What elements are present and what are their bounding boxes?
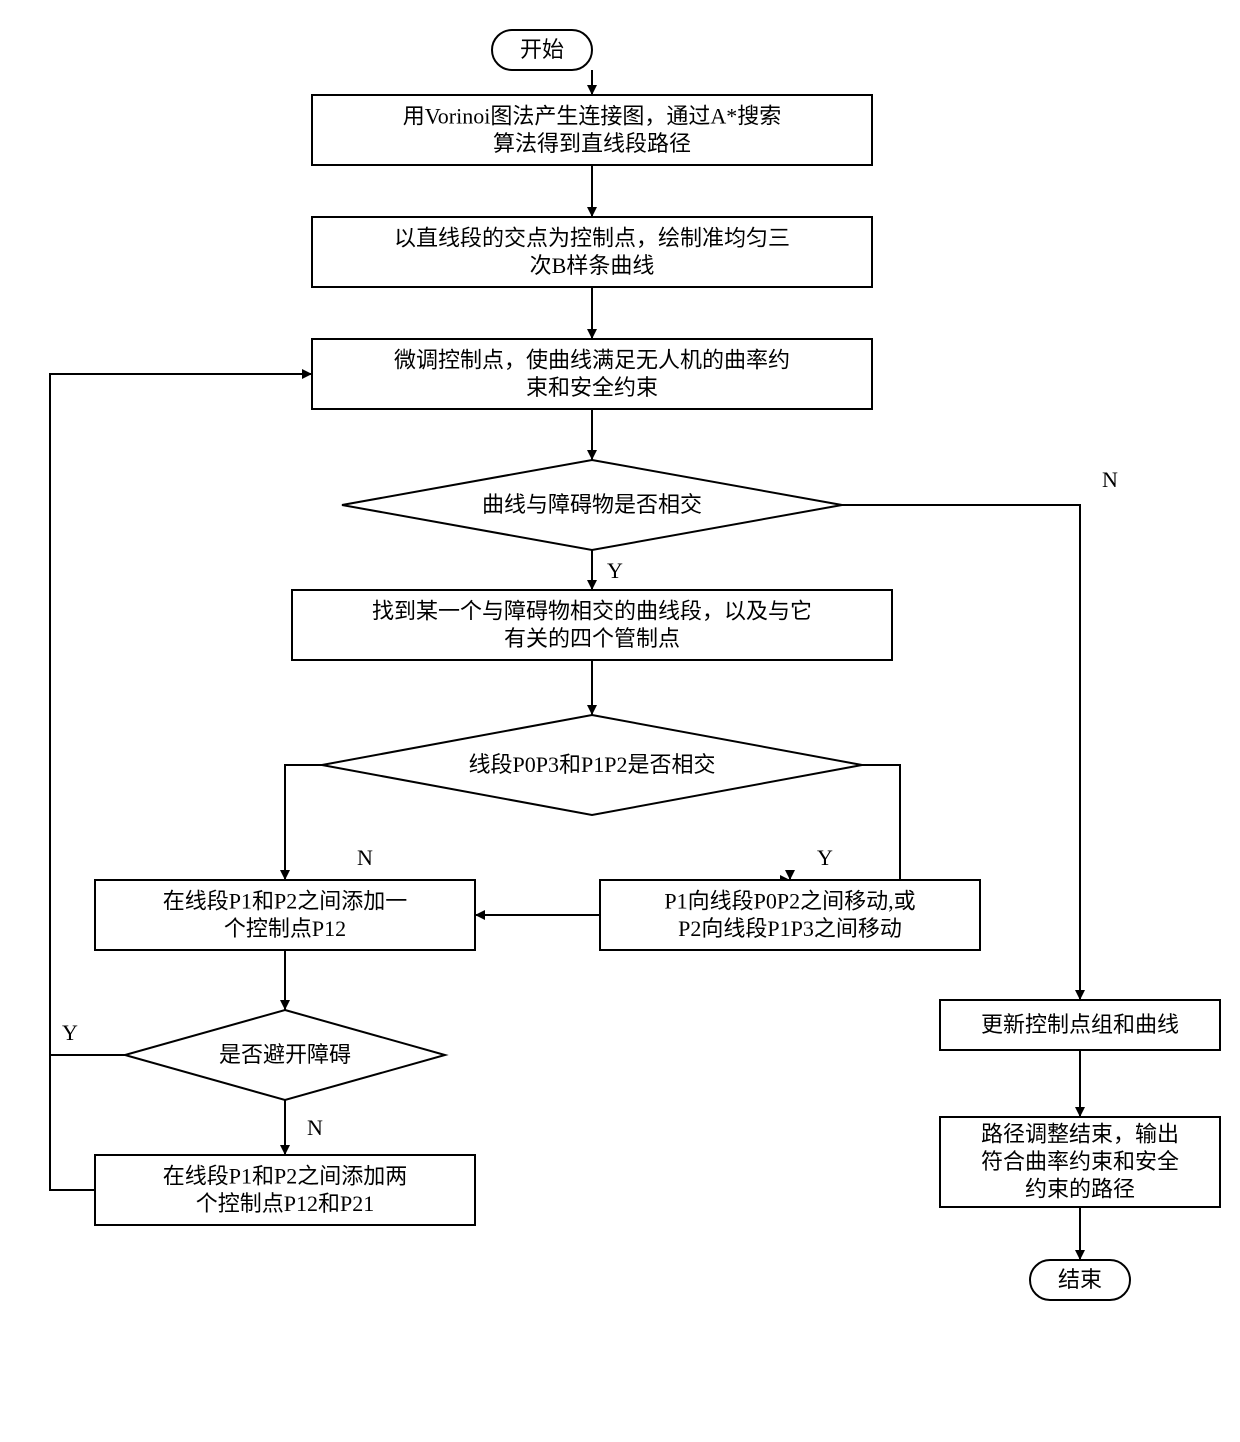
node-label-line: 在线段P1和P2之间添加两 bbox=[163, 1163, 407, 1188]
node-n8: 更新控制点组和曲线 bbox=[940, 1000, 1220, 1050]
node-label-line: 个控制点P12和P21 bbox=[196, 1191, 374, 1216]
node-label-line: 次B样条曲线 bbox=[530, 253, 655, 278]
edge-label: Y bbox=[62, 1020, 78, 1045]
node-label-line: P2向线段P1P3之间移动 bbox=[678, 916, 902, 941]
node-label-line: 算法得到直线段路径 bbox=[493, 131, 691, 156]
node-n3: 微调控制点，使曲线满足无人机的曲率约束和安全约束 bbox=[312, 339, 872, 409]
node-label-line: 束和安全约束 bbox=[526, 375, 658, 400]
node-start: 开始 bbox=[492, 30, 592, 70]
edge bbox=[50, 374, 312, 1055]
edge-label: N bbox=[307, 1115, 323, 1140]
node-label-line: 找到某一个与障碍物相交的曲线段，以及与它 bbox=[372, 598, 812, 623]
node-label-line: 用Vorinoi图法产生连接图，通过A*搜索 bbox=[403, 103, 782, 128]
edge-label: Y bbox=[607, 558, 623, 583]
node-n1: 用Vorinoi图法产生连接图，通过A*搜索算法得到直线段路径 bbox=[312, 95, 872, 165]
node-n6: P1向线段P0P2之间移动,或 P2向线段P1P3之间移动 bbox=[600, 880, 980, 950]
node-label: 是否避开障碍 bbox=[219, 1042, 351, 1067]
node-end: 结束 bbox=[1030, 1260, 1130, 1300]
node-label-line: P1向线段P0P2之间移动,或 bbox=[664, 888, 915, 913]
node-label-line: 在线段P1和P2之间添加一 bbox=[163, 888, 407, 913]
node-n4: 找到某一个与障碍物相交的曲线段，以及与它有关的四个管制点 bbox=[292, 590, 892, 660]
node-label-line: 微调控制点，使曲线满足无人机的曲率约 bbox=[394, 347, 790, 372]
flowchart-diagram: YNNYNY开始用Vorinoi图法产生连接图，通过A*搜索算法得到直线段路径以… bbox=[20, 20, 1240, 1422]
node-label-line: 以直线段的交点为控制点，绘制准均匀三 bbox=[394, 225, 790, 250]
node-label: 线段P0P3和P1P2是否相交 bbox=[469, 752, 716, 777]
node-label-line: 路径调整结束，输出 bbox=[981, 1122, 1179, 1147]
edge bbox=[285, 765, 322, 880]
node-label-line: 更新控制点组和曲线 bbox=[981, 1012, 1179, 1037]
node-n7: 在线段P1和P2之间添加两个控制点P12和P21 bbox=[95, 1155, 475, 1225]
edge-label: Y bbox=[817, 845, 833, 870]
nodes: 开始用Vorinoi图法产生连接图，通过A*搜索算法得到直线段路径以直线段的交点… bbox=[95, 30, 1220, 1300]
edge bbox=[790, 765, 900, 880]
node-label-line: 个控制点P12 bbox=[224, 916, 346, 941]
node-n5: 在线段P1和P2之间添加一个控制点P12 bbox=[95, 880, 475, 950]
node-label: 开始 bbox=[520, 37, 564, 62]
edge-label: N bbox=[1102, 467, 1118, 492]
edge bbox=[50, 1055, 95, 1190]
node-label: 曲线与障碍物是否相交 bbox=[482, 492, 702, 517]
node-label-line: 符合曲率约束和安全 bbox=[981, 1149, 1179, 1174]
node-d2: 线段P0P3和P1P2是否相交 bbox=[322, 715, 862, 815]
node-label-line: 有关的四个管制点 bbox=[504, 626, 680, 651]
edge-label: N bbox=[357, 845, 373, 870]
node-label: 结束 bbox=[1058, 1267, 1102, 1292]
node-d1: 曲线与障碍物是否相交 bbox=[342, 460, 842, 550]
node-d3: 是否避开障碍 bbox=[125, 1010, 445, 1100]
node-label-line: 约束的路径 bbox=[1025, 1177, 1135, 1202]
node-n9: 路径调整结束，输出符合曲率约束和安全约束的路径 bbox=[940, 1117, 1220, 1207]
node-n2: 以直线段的交点为控制点，绘制准均匀三次B样条曲线 bbox=[312, 217, 872, 287]
